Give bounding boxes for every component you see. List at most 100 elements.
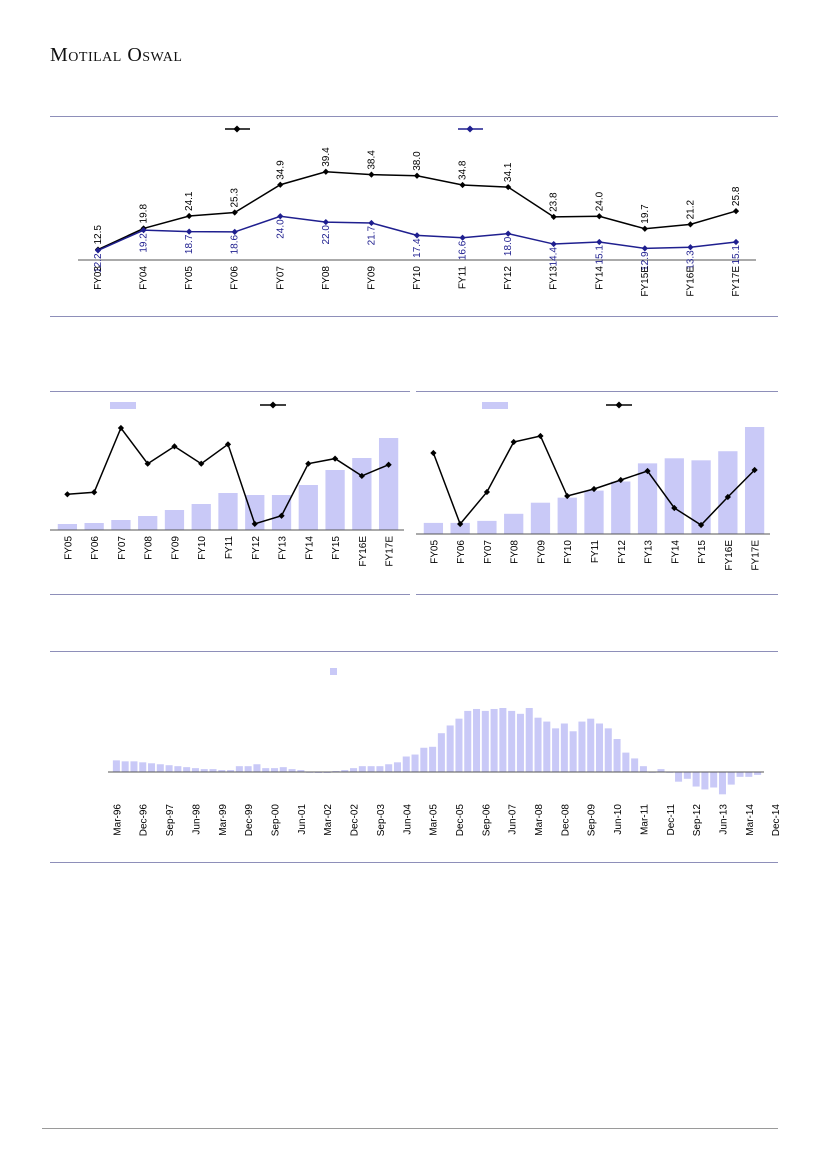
chart3-bottom-rule xyxy=(416,594,778,595)
bar xyxy=(639,766,647,772)
series-1-data-label: 24.1 xyxy=(184,191,195,211)
line-point xyxy=(91,489,98,496)
x-tick-label: Mar-14 xyxy=(745,804,756,836)
series-1-data-label: 19.8 xyxy=(139,204,150,224)
x-tick-label: Sep-00 xyxy=(271,804,282,837)
bar xyxy=(325,470,345,530)
bar xyxy=(165,765,173,772)
bar xyxy=(297,770,305,772)
bar xyxy=(504,513,524,534)
series-1-point xyxy=(413,172,421,179)
bar xyxy=(191,504,211,530)
chart2-bottom-rule xyxy=(50,594,410,595)
bar xyxy=(595,723,604,772)
x-tick-label: Mar-08 xyxy=(534,804,545,836)
x-tick-label: Dec-05 xyxy=(455,804,466,837)
series-2-data-label: 22.0 xyxy=(321,225,332,245)
bar xyxy=(245,495,265,530)
x-tick-label: FY05 xyxy=(429,540,440,564)
x-tick-label: FY07 xyxy=(483,540,494,564)
series-1-point xyxy=(186,212,193,220)
x-tick-label: Mar-99 xyxy=(218,804,229,836)
x-tick-label: FY14 xyxy=(594,266,605,290)
series-2-data-label: 18.7 xyxy=(184,234,195,254)
x-tick-label: FY13 xyxy=(278,536,289,560)
bar xyxy=(367,766,375,772)
chart-1-line: 12.5 19.8 24.1 25.3 34.9 39.4 38.4 38.0 34.8 34.1… xyxy=(78,125,756,297)
bar xyxy=(148,763,156,772)
series-1-data-label: 34.1 xyxy=(503,162,514,182)
series-1-point xyxy=(368,171,375,178)
bar xyxy=(613,739,621,772)
line-point xyxy=(198,460,205,467)
x-tick-label: FY16E xyxy=(685,266,696,297)
series-2-data-label: 17.4 xyxy=(412,238,423,258)
bar xyxy=(352,458,372,530)
x-tick-label: FY08 xyxy=(144,536,155,560)
bar xyxy=(393,762,401,772)
bar xyxy=(611,481,631,534)
x-tick-label: FY12 xyxy=(503,266,514,290)
series-1-point xyxy=(641,225,648,232)
bar xyxy=(631,758,639,772)
bar xyxy=(683,772,691,779)
footer-rule xyxy=(42,1128,778,1129)
bar xyxy=(736,772,744,777)
bar xyxy=(244,766,252,772)
bar xyxy=(578,721,586,772)
series-2-point xyxy=(596,238,603,246)
bar xyxy=(402,756,410,772)
series-1-data-label: 25.3 xyxy=(230,188,241,208)
series-2-point xyxy=(687,244,694,251)
x-tick-label: FY11 xyxy=(590,540,601,564)
x-tick-label: Dec-11 xyxy=(666,804,677,836)
series-1-point xyxy=(322,168,329,175)
bar xyxy=(473,708,481,772)
bar xyxy=(587,718,595,772)
bar xyxy=(183,767,191,772)
x-tick-label: Dec-08 xyxy=(560,804,571,837)
chart4-bottom-rule xyxy=(50,862,778,863)
series-1-data-label: 19.7 xyxy=(640,204,651,224)
line-point xyxy=(510,438,517,446)
bar xyxy=(288,769,296,772)
bar xyxy=(534,717,542,772)
bar xyxy=(341,770,349,772)
bar xyxy=(298,485,318,530)
bar xyxy=(718,772,726,795)
bar xyxy=(745,772,753,777)
line-point xyxy=(64,491,71,498)
bar xyxy=(560,723,568,772)
bar xyxy=(499,708,507,772)
bar xyxy=(218,770,226,772)
x-tick-label: FY06 xyxy=(230,266,241,290)
legend-series-1-marker xyxy=(233,125,241,133)
bar xyxy=(637,463,658,534)
x-tick-label: FY10 xyxy=(563,540,574,564)
bar xyxy=(622,752,630,772)
series-2-point xyxy=(231,228,238,236)
bar xyxy=(227,770,235,772)
chart2-top-rule xyxy=(50,391,410,392)
bar xyxy=(262,768,270,772)
line-point xyxy=(537,432,544,440)
bar xyxy=(279,767,287,772)
legend-line-marker xyxy=(269,401,277,409)
bar xyxy=(569,731,577,772)
x-tick-label: Jun-98 xyxy=(191,804,202,835)
bar xyxy=(138,516,158,530)
series-2-data-label: 12.2 xyxy=(93,253,104,273)
bar xyxy=(450,522,470,534)
bar xyxy=(691,460,711,534)
bar xyxy=(664,458,684,534)
line-point xyxy=(305,460,312,467)
x-tick-label: Dec-99 xyxy=(244,804,255,837)
x-tick-label: FY11 xyxy=(458,266,469,290)
brand-logo: Motilal Oswal xyxy=(50,44,183,66)
x-tick-label: FY12 xyxy=(251,536,262,560)
x-tick-label: Mar-96 xyxy=(112,804,123,836)
series-2-point xyxy=(459,234,466,241)
bar xyxy=(271,495,292,530)
bar xyxy=(437,733,445,772)
series-2-point xyxy=(140,227,147,234)
